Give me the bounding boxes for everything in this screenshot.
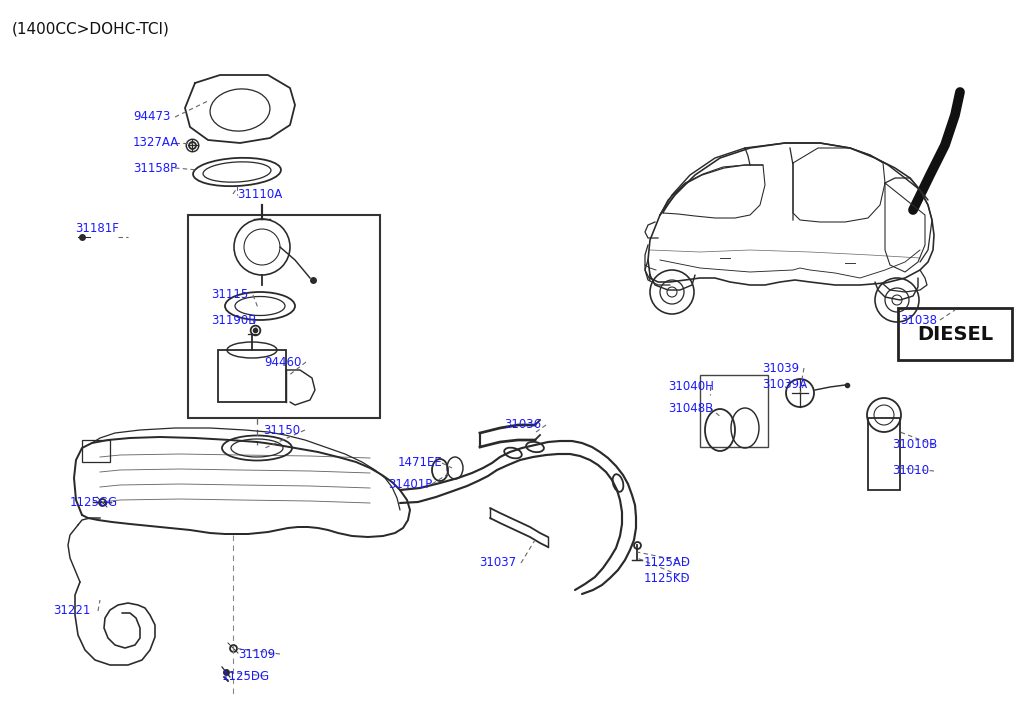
Text: 31221: 31221 [53,604,90,617]
Text: 31036: 31036 [504,419,541,432]
Text: (1400CC>DOHC-TCI): (1400CC>DOHC-TCI) [12,22,170,37]
Text: 1125DG: 1125DG [222,670,270,683]
Text: 31048B: 31048B [668,401,713,414]
Text: 1125AD: 1125AD [644,555,690,569]
Text: 1471EE: 1471EE [398,457,443,470]
Text: 31190B: 31190B [211,313,256,326]
FancyBboxPatch shape [898,308,1012,360]
Text: DIESEL: DIESEL [917,324,993,343]
Text: 94473: 94473 [133,111,170,124]
Text: 31181F: 31181F [75,222,119,236]
Text: 31037: 31037 [479,556,516,569]
Text: 31109: 31109 [238,648,275,661]
Text: 31010: 31010 [892,465,930,478]
Text: 31115: 31115 [211,289,248,302]
Text: 31039A: 31039A [762,377,807,390]
Bar [868,418,900,490]
Text: 31150: 31150 [263,424,301,436]
Text: 1125GG: 1125GG [70,497,118,510]
Text: 31038: 31038 [900,313,937,326]
Text: 31158P: 31158P [133,161,177,174]
Bar [82,440,110,462]
Text: 1327AA: 1327AA [133,137,180,150]
Text: 1125KD: 1125KD [644,571,690,585]
Text: 31040H: 31040H [668,379,714,393]
Bar [700,375,768,447]
Text: 31010B: 31010B [892,438,937,451]
Text: 94460: 94460 [264,356,302,369]
Bar [188,215,380,418]
Text: 31110A: 31110A [237,188,282,201]
Text: 31401P: 31401P [388,478,432,491]
Bar [218,350,286,402]
Text: 31039: 31039 [762,361,799,374]
